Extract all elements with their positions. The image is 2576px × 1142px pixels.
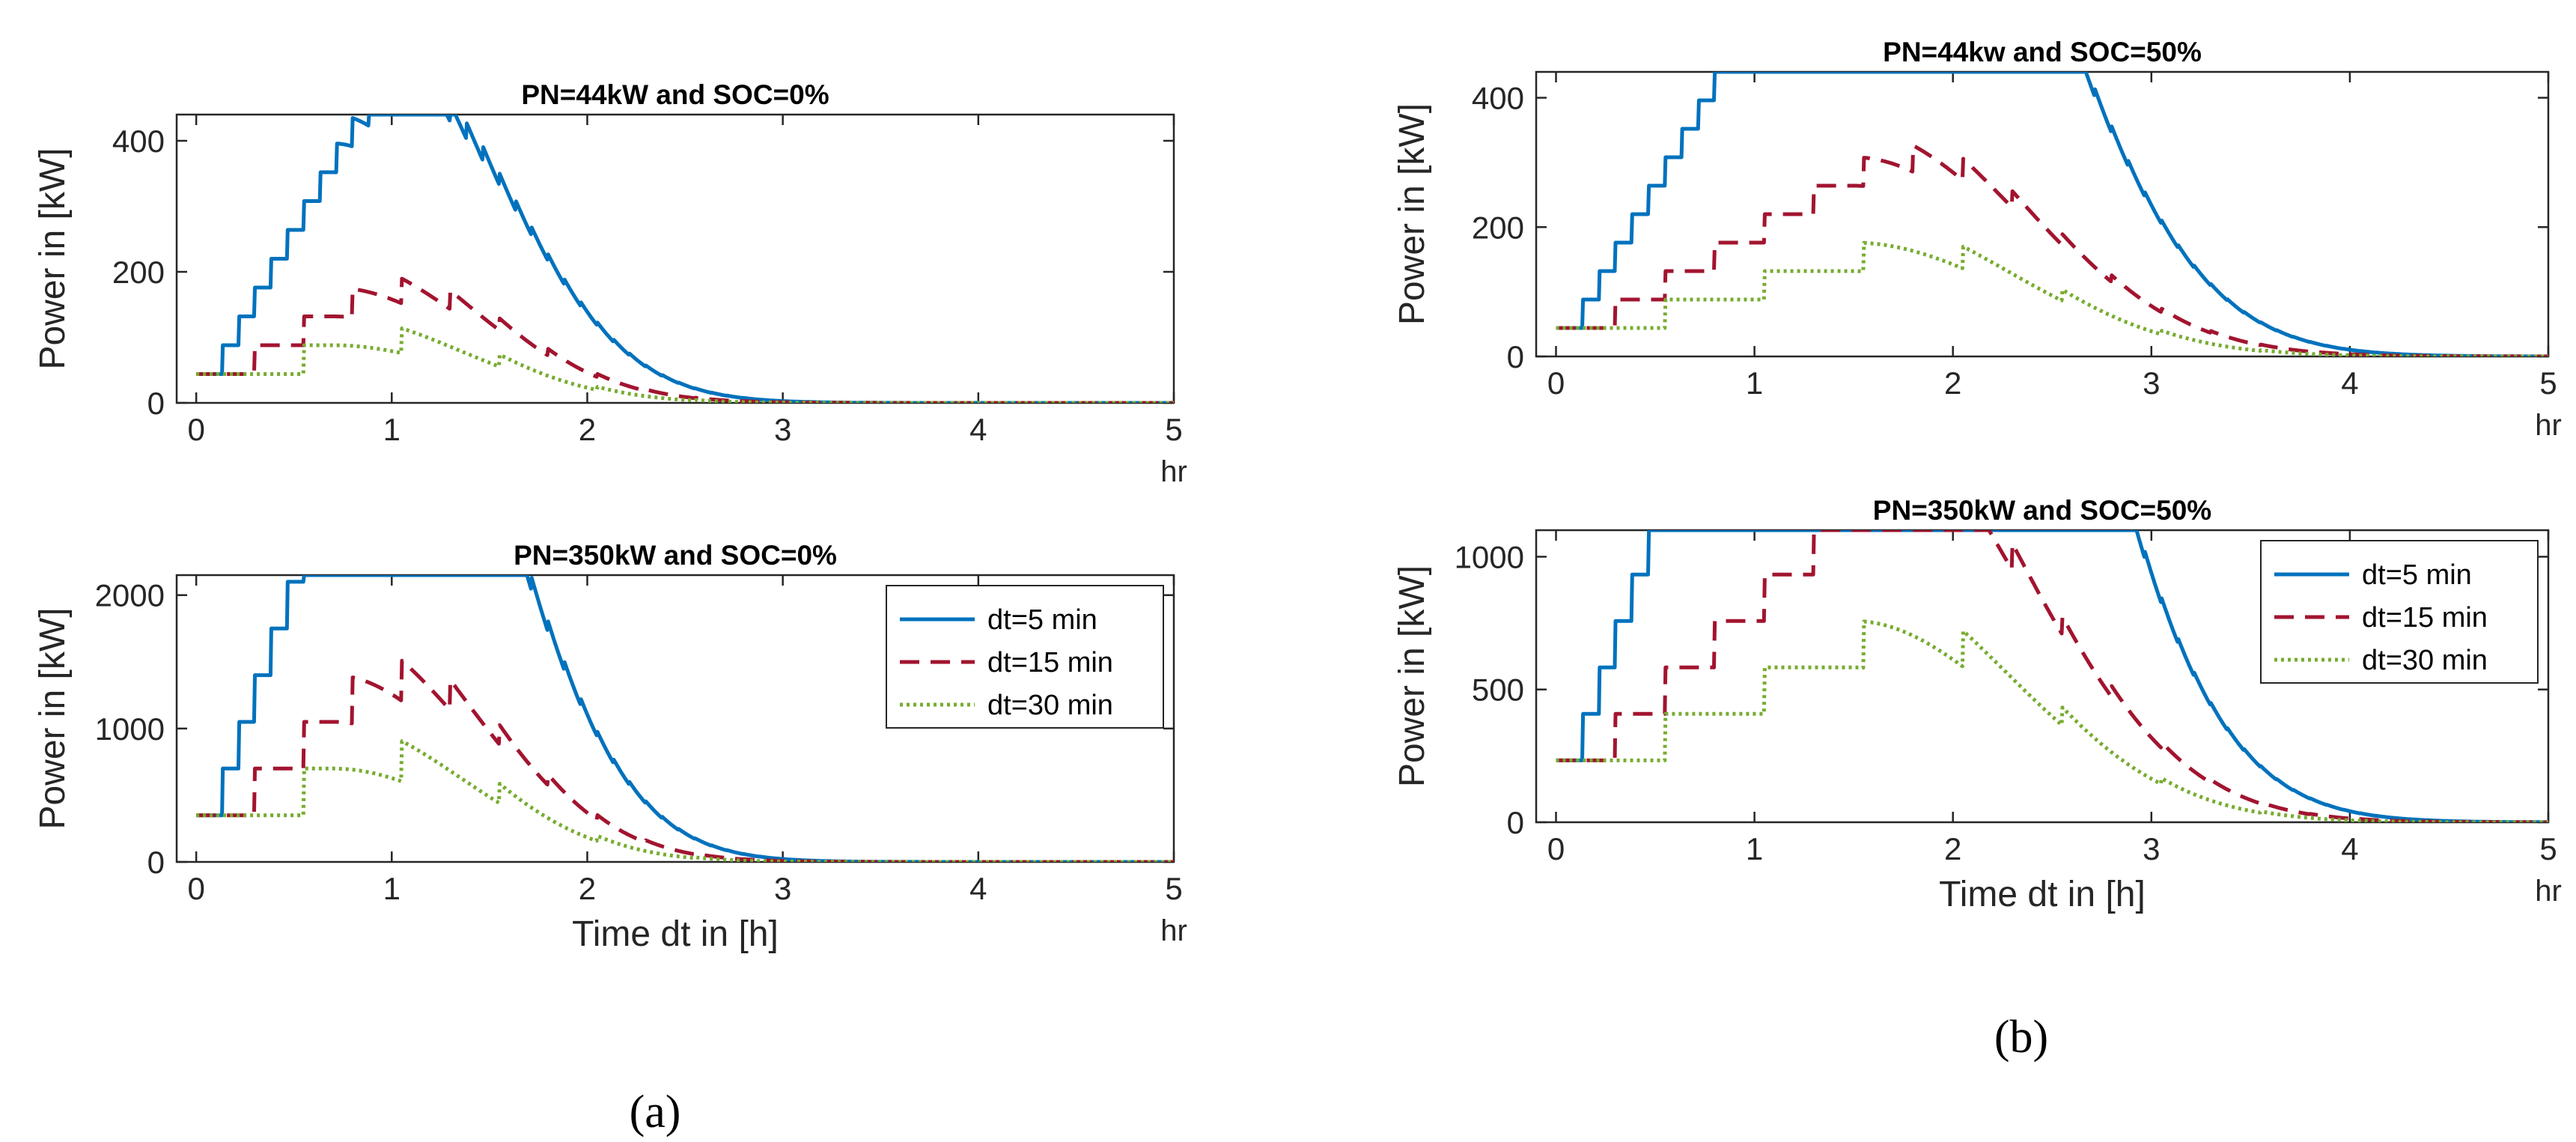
series-line-dashed [1555, 530, 2548, 822]
panel-label-b: (b) [1994, 1012, 2048, 1063]
legend-box [2260, 540, 2539, 684]
x-tick-label: 5 [2539, 365, 2557, 401]
series-line-dashed [195, 276, 1174, 403]
plot-area [1535, 70, 2550, 358]
x-tick-label: 4 [2341, 831, 2358, 866]
chart-title: PN=44kW and SOC=0% [521, 79, 829, 110]
y-axis-label: Power in [kW] [1392, 103, 1432, 325]
x-tick-label: 4 [969, 412, 987, 447]
x-tick-label: 4 [969, 871, 987, 906]
x-tick-label: 2 [1944, 365, 1961, 401]
series-line-dashed [1555, 143, 2548, 356]
x-axis-label: Time dt in [h] [1939, 875, 2146, 914]
legend-label: dt=30 min [987, 690, 1113, 721]
x-tick-label: 5 [1165, 412, 1182, 447]
x-tick-label: 1 [1746, 365, 1763, 401]
x-tick-label: 1 [1746, 831, 1763, 866]
y-tick-label: 1000 [95, 711, 165, 747]
y-tick-label: 0 [147, 386, 165, 421]
chart-b-bottom: 0 1 2 3 4 5 0 500 1000 PN=350kW and SOC=50% Power … [1392, 495, 2562, 914]
chart-title: PN=350kW and SOC=0% [514, 540, 837, 571]
legend-label: dt=30 min [2362, 645, 2488, 676]
y-axis-label: Power in [kW] [1392, 565, 1432, 787]
x-unit-label: hr [1160, 914, 1187, 947]
series-line-dotted [1555, 619, 2548, 822]
y-tick-label: 500 [1472, 672, 1524, 708]
x-tick-label: 1 [383, 871, 401, 906]
legend-label: dt=15 min [2362, 602, 2488, 634]
x-tick-label: 0 [187, 871, 204, 906]
series-line-solid [1555, 530, 2548, 822]
chart-b-top: 0 1 2 3 4 5 0 200 400 PN=44kw and SOC=50% Power in… [1392, 37, 2562, 442]
legend-box [886, 585, 1164, 729]
x-tick-label: 3 [774, 412, 791, 447]
x-axis-label: Time dt in [h] [572, 914, 779, 954]
chart-title: PN=44kw and SOC=50% [1883, 37, 2202, 67]
y-tick-label: 0 [147, 845, 165, 880]
plot-area [175, 113, 1175, 404]
y-tick-label: 0 [1507, 339, 1524, 374]
series-line-dashed [195, 658, 1174, 862]
x-tick-label: 0 [187, 412, 204, 447]
legend-label: dt=5 min [2362, 559, 2472, 591]
series-line-dotted [195, 326, 1174, 403]
y-tick-label: 200 [112, 255, 165, 290]
x-tick-label: 5 [2539, 831, 2557, 866]
legend-label: dt=5 min [987, 604, 1097, 636]
x-tick-label: 0 [1547, 831, 1565, 866]
x-tick-label: 4 [2341, 365, 2358, 401]
series-line-dotted [195, 739, 1174, 862]
series-line-solid [195, 575, 1174, 862]
chart-a-top: 0 1 2 3 4 5 0 200 400 PN=44kW and SOC=0% Power in … [33, 79, 1187, 488]
x-tick-label: 3 [2143, 365, 2160, 401]
x-tick-label: 3 [774, 871, 791, 906]
x-tick-label: 2 [1944, 831, 1961, 866]
legend-label: dt=15 min [987, 647, 1113, 678]
x-tick-label: 2 [579, 871, 596, 906]
y-tick-label: 400 [1472, 81, 1524, 116]
x-tick-label: 0 [1547, 365, 1565, 401]
x-unit-label: hr [2535, 875, 2562, 908]
x-unit-label: hr [2535, 409, 2562, 442]
chart-title: PN=350kW and SOC=50% [1873, 495, 2211, 526]
x-tick-label: 1 [383, 412, 401, 447]
y-axis-label: Power in [kW] [33, 607, 73, 829]
x-tick-label: 5 [1165, 871, 1182, 906]
y-axis-label: Power in [kW] [33, 148, 73, 369]
y-tick-label: 0 [1507, 805, 1524, 840]
y-tick-label: 2000 [95, 578, 165, 613]
x-tick-label: 2 [579, 412, 596, 447]
x-tick-label: 3 [2143, 831, 2160, 866]
y-tick-label: 200 [1472, 210, 1524, 245]
x-unit-label: hr [1160, 455, 1187, 488]
chart-a-bottom: 0 1 2 3 4 5 0 1000 2000 PN=350kW and SOC=0% Power … [33, 540, 1187, 954]
series-line-solid [1555, 72, 2548, 356]
panel-label-a: (a) [630, 1087, 681, 1138]
y-tick-label: 1000 [1455, 539, 1524, 574]
series-line-solid [195, 115, 1174, 403]
y-tick-label: 400 [112, 124, 165, 159]
